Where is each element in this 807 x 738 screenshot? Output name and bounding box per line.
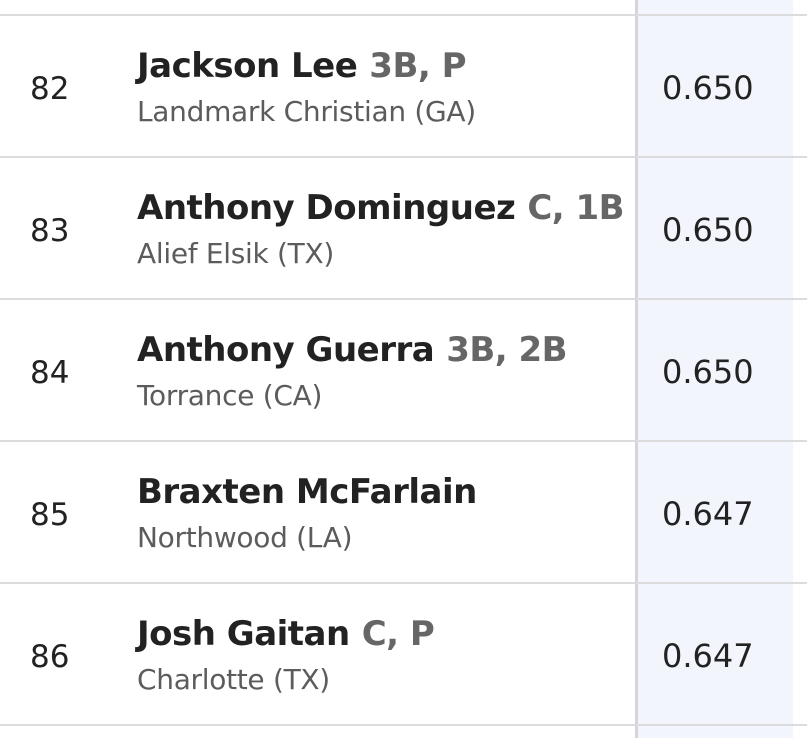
player-name-text: Anthony Guerra — [137, 330, 435, 370]
value: 0.650 — [662, 353, 754, 391]
school: Torrance (CA) — [137, 379, 323, 412]
player-name: Josh Gaitan C, P — [137, 614, 435, 654]
school: Charlotte (TX) — [137, 663, 330, 696]
value: 0.647 — [662, 495, 754, 533]
row-border — [0, 298, 807, 300]
rank: 84 — [30, 355, 70, 391]
player-name: Jackson Lee 3B, P — [137, 46, 467, 86]
player-name-text: Josh Gaitan — [137, 614, 350, 654]
rank: 82 — [30, 71, 70, 107]
school: Northwood (LA) — [137, 521, 353, 554]
value: 0.647 — [662, 637, 754, 675]
highlight-column — [638, 0, 793, 738]
positions: C, P — [361, 614, 435, 654]
row-border — [0, 14, 807, 16]
positions: C, 1B — [527, 188, 625, 228]
school: Alief Elsik (TX) — [137, 237, 334, 270]
player-name: Braxten McFarlain — [137, 472, 477, 512]
rank: 85 — [30, 497, 70, 533]
positions: 3B, P — [369, 46, 467, 86]
value: 0.650 — [662, 211, 754, 249]
column-divider — [635, 0, 638, 738]
school: Landmark Christian (GA) — [137, 95, 476, 128]
positions: 3B, 2B — [446, 330, 568, 370]
player-name-text: Jackson Lee — [137, 46, 358, 86]
rank: 86 — [30, 639, 70, 675]
player-name: Anthony Guerra 3B, 2B — [137, 330, 568, 370]
player-name-text: Braxten McFarlain — [137, 472, 477, 512]
row-border — [0, 156, 807, 158]
row-border — [0, 440, 807, 442]
row-border — [0, 582, 807, 584]
player-name-text: Anthony Dominguez — [137, 188, 516, 228]
rank: 83 — [30, 213, 70, 249]
value: 0.650 — [662, 69, 754, 107]
row-border — [0, 724, 807, 726]
player-name: Anthony Dominguez C, 1B — [137, 188, 625, 228]
